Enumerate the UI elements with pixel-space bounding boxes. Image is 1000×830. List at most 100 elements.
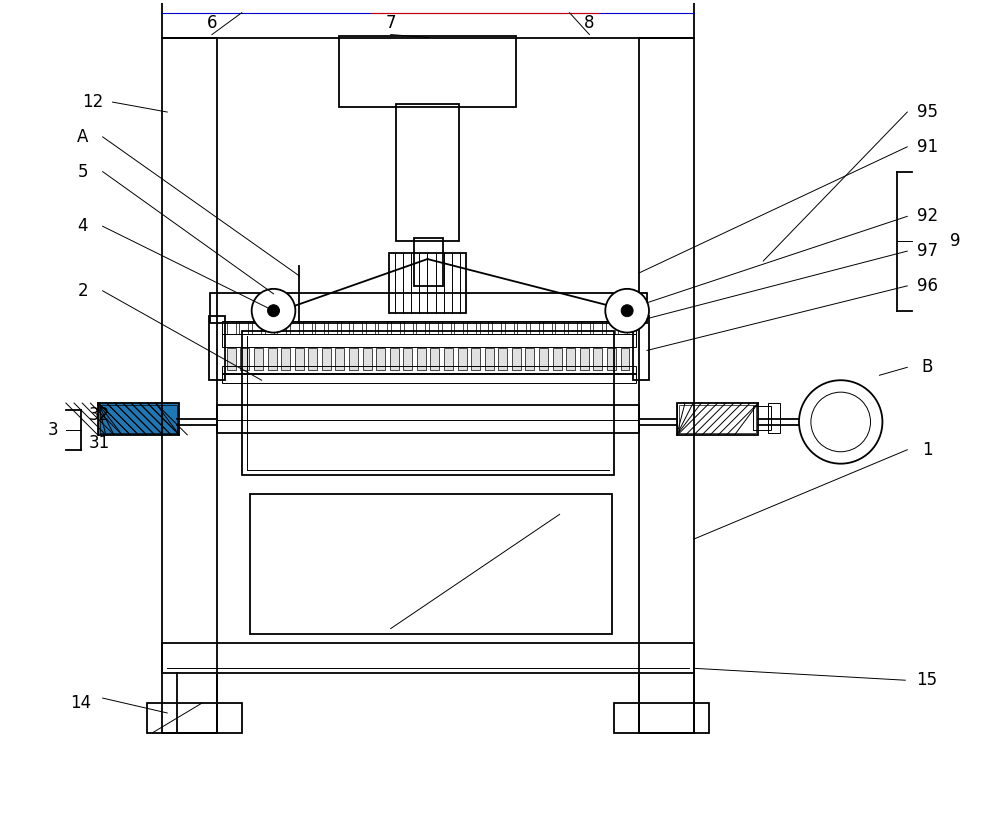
Bar [458,349,467,370]
Text: 3: 3 [48,421,58,439]
Bar [454,320,463,334]
Text: 1: 1 [922,441,932,459]
Bar [492,320,501,334]
Bar [328,320,337,334]
Bar [147,703,242,733]
Bar [281,349,290,370]
Bar [593,320,602,334]
Text: 5: 5 [78,163,88,181]
Text: 12: 12 [82,93,103,111]
Bar [98,403,179,435]
Bar [607,349,616,370]
Bar [566,349,575,370]
Bar [227,349,236,370]
Bar [341,320,349,334]
Bar [429,320,438,334]
Text: A: A [77,128,88,146]
Bar [768,403,780,433]
Bar [315,320,324,334]
Bar [517,320,526,334]
Bar [568,320,577,334]
Bar [593,349,602,370]
Bar [222,366,636,374]
Bar [679,405,756,433]
Bar [621,349,629,370]
Bar [162,643,694,673]
Bar [376,349,385,370]
Circle shape [621,305,633,317]
Bar [100,405,177,433]
Bar [677,403,758,435]
Circle shape [268,305,279,317]
Text: 15: 15 [917,671,938,689]
Bar [581,320,590,334]
Text: 32: 32 [89,406,110,424]
Bar [303,320,312,334]
Bar [240,349,249,370]
Bar [391,320,400,334]
Text: 92: 92 [917,208,938,225]
Bar [618,320,627,334]
Bar [98,403,179,435]
Bar [353,320,362,334]
Bar [339,36,516,107]
Text: 91: 91 [917,138,938,156]
Bar [498,349,507,370]
Bar [239,320,248,334]
Text: B: B [921,359,933,376]
Bar [162,37,217,733]
Bar [543,320,552,334]
Bar [389,253,466,313]
Bar [295,349,304,370]
Bar [209,315,225,380]
Text: 4: 4 [78,217,88,235]
Bar [512,349,521,370]
Bar [277,320,286,334]
Bar [414,238,443,286]
Circle shape [252,289,295,333]
Bar [555,320,564,334]
Bar [580,349,589,370]
Bar [252,320,261,334]
Bar [265,320,274,334]
Bar [162,0,694,37]
Bar [444,349,453,370]
Bar [530,320,539,334]
Text: 6: 6 [207,13,217,32]
Bar [322,349,331,370]
Bar [378,320,387,334]
Text: 8: 8 [584,13,595,32]
Bar [210,293,647,323]
Text: 7: 7 [385,13,396,32]
Bar [396,104,459,242]
Bar [403,349,412,370]
Text: 31: 31 [89,434,110,452]
Text: 95: 95 [917,103,938,121]
Text: 96: 96 [917,277,938,295]
Bar [485,349,494,370]
Bar [222,334,636,348]
Circle shape [799,380,882,464]
Bar [268,349,277,370]
Bar [471,349,480,370]
Bar [222,320,636,334]
Bar [242,330,614,475]
Bar [217,405,639,433]
Bar [614,703,709,733]
Bar [480,320,488,334]
Bar [553,349,562,370]
Bar [442,320,451,334]
Text: 2: 2 [77,282,88,300]
Bar [633,315,649,380]
Bar [430,349,439,370]
Bar [363,349,372,370]
Bar [467,320,476,334]
Circle shape [605,289,649,333]
Bar [505,320,514,334]
Bar [417,349,426,370]
Bar [404,320,413,334]
Bar [290,320,299,334]
Text: 9: 9 [950,232,960,250]
Bar [539,349,548,370]
Bar [366,320,375,334]
